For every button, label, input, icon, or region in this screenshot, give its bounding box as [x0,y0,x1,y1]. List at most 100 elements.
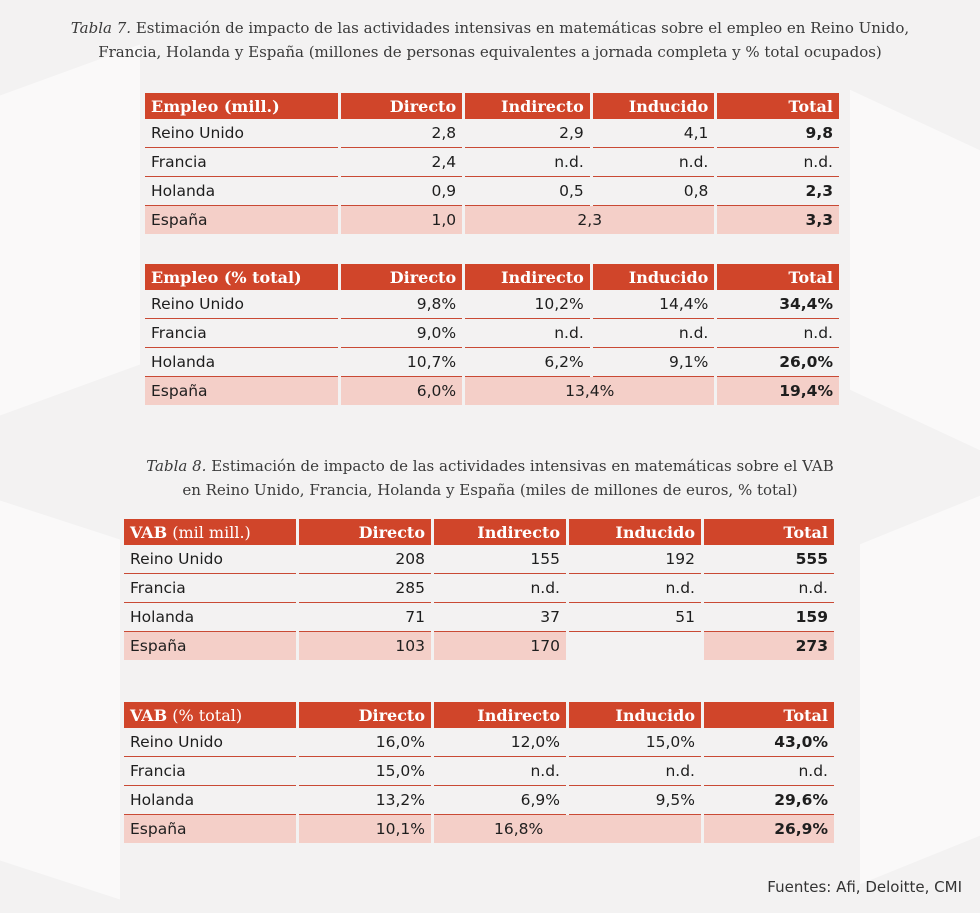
row-label: Reino Unido [145,290,338,319]
column-header: Empleo (% total) [145,264,338,290]
cell-total: 2,3 [717,177,839,206]
table7-caption-text: Estimación de impacto de las actividades… [131,19,910,37]
column-header: VAB (mil mill.) [124,519,296,545]
cell-value: 51 [569,603,701,632]
column-header: Inducido [569,519,701,545]
cell-total: 26,9% [704,815,834,843]
table-row: Francia 285 n.d. n.d. n.d. [124,574,834,603]
row-label: Holanda [124,603,296,632]
cell-value: 13,2% [299,786,431,815]
cell-total: n.d. [704,574,834,603]
row-label: Francia [124,574,296,603]
column-header: Indirecto [434,702,566,728]
table-row: Reino Unido 16,0% 12,0% 15,0% 43,0% [124,728,834,757]
table-row-spain: España 103 170 273 [124,632,834,660]
cell-value: 9,8% [340,290,463,319]
cell-total: n.d. [704,757,834,786]
cell-total: 555 [704,545,834,574]
cell-value: 12,0% [434,728,566,757]
table7-employment-millions: Empleo (mill.) Directo Indirecto Inducid… [142,93,842,234]
cell-value: 2,4 [340,148,463,177]
cell-value: 15,0% [299,757,431,786]
table7-caption-label: Tabla 7. [70,19,132,37]
background-pattern [860,495,980,885]
row-label: Francia [124,757,296,786]
cell-value: n.d. [434,757,566,786]
row-label: Francia [145,148,338,177]
table-row: Holanda 71 37 51 159 [124,603,834,632]
cell-value: 0,5 [465,177,590,206]
cell-total: n.d. [717,148,839,177]
table8-vab-millions: VAB (mil mill.) Directo Indirecto Induci… [121,519,837,660]
cell-value: 9,5% [569,786,701,815]
table-row: Francia 9,0% n.d. n.d. n.d. [145,319,839,348]
column-header: Inducido [592,93,715,119]
cell-value: n.d. [465,319,590,348]
table8-caption: Tabla 8. Estimación de impacto de las ac… [0,454,980,502]
table8-caption-text-2: en Reino Unido, Francia, Holanda y Españ… [182,481,798,499]
header-unit: (% total) [167,705,243,725]
table8-caption-text: Estimación de impacto de las actividades… [206,457,834,475]
cell-value: 10,7% [340,348,463,377]
cell-value: 9,1% [592,348,715,377]
header-label: VAB [130,522,168,542]
cell-value: 155 [434,545,566,574]
cell-value: n.d. [434,574,566,603]
cell-value: 6,2% [465,348,590,377]
row-label: España [124,632,296,660]
cell-value: 9,0% [340,319,463,348]
cell-total: 159 [704,603,834,632]
table7-caption: Tabla 7. Estimación de impacto de las ac… [0,16,980,64]
background-pattern [0,44,140,416]
column-header: Indirecto [465,93,590,119]
column-header: VAB (% total) [124,702,296,728]
row-label: Reino Unido [124,545,296,574]
cell-total: n.d. [717,319,839,348]
cell-value: 103 [299,632,431,660]
cell-total: 26,0% [717,348,839,377]
row-label: Reino Unido [124,728,296,757]
table-row: Reino Unido 208 155 192 555 [124,545,834,574]
column-header: Total [717,264,839,290]
cell-value: n.d. [569,574,701,603]
table-row: Francia 15,0% n.d. n.d. n.d. [124,757,834,786]
column-header: Directo [299,519,431,545]
cell-value: 1,0 [340,206,463,234]
cell-value: 10,2% [465,290,590,319]
cell-combined: 13,4% [465,377,715,405]
row-label: Francia [145,319,338,348]
cell-total: 19,4% [717,377,839,405]
cell-value: 6,0% [340,377,463,405]
table-row: Holanda 10,7% 6,2% 9,1% 26,0% [145,348,839,377]
column-header: Inducido [592,264,715,290]
header-label: VAB [130,705,168,725]
column-header: Directo [340,264,463,290]
table-row: Holanda 13,2% 6,9% 9,5% 29,6% [124,786,834,815]
cell-empty [569,632,701,660]
cell-value: 14,4% [592,290,715,319]
cell-total: 29,6% [704,786,834,815]
table-row: Holanda 0,9 0,5 0,8 2,3 [145,177,839,206]
column-header: Total [704,519,834,545]
cell-value: n.d. [465,148,590,177]
column-header: Indirecto [434,519,566,545]
sources-note: Fuentes: Afi, Deloitte, CMI [767,878,962,896]
row-label: Reino Unido [145,119,338,148]
cell-value: 0,8 [592,177,715,206]
cell-value: 37 [434,603,566,632]
cell-value: 0,9 [340,177,463,206]
column-header: Total [717,93,839,119]
cell-value: n.d. [592,148,715,177]
cell-value: 16,0% [299,728,431,757]
cell-value: 170 [434,632,566,660]
header-unit: (mil mill.) [167,522,251,542]
column-header: Inducido [569,702,701,728]
cell-value: 6,9% [434,786,566,815]
cell-total: 3,3 [717,206,839,234]
column-header: Directo [299,702,431,728]
cell-total: 43,0% [704,728,834,757]
cell-value: n.d. [592,319,715,348]
cell-value: 208 [299,545,431,574]
cell-value: 2,9 [465,119,590,148]
cell-value: 2,8 [340,119,463,148]
